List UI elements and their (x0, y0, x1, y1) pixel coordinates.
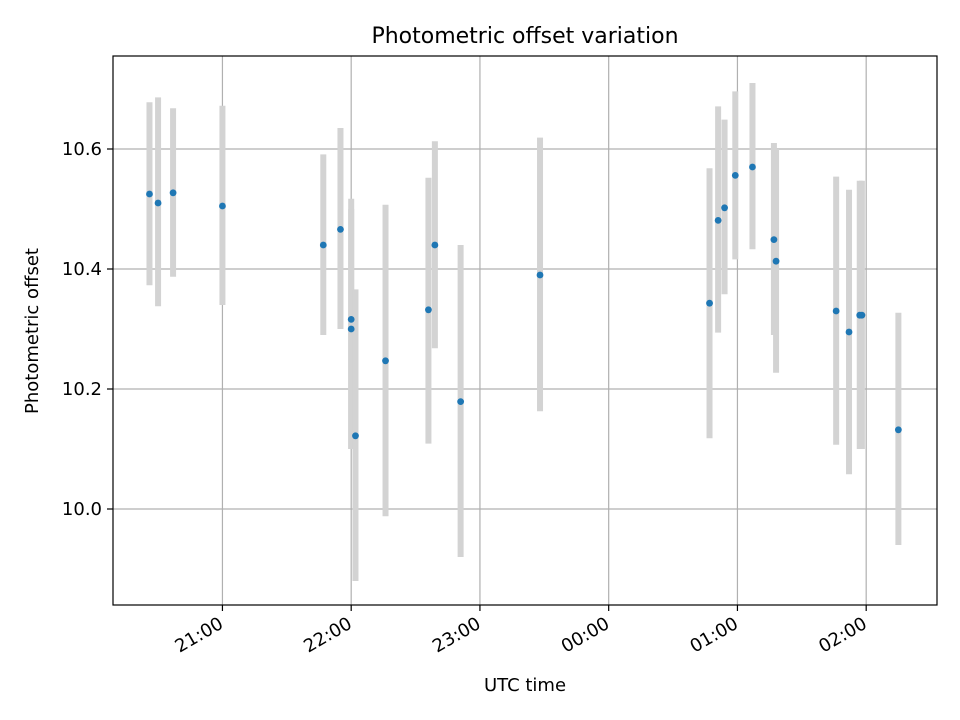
data-point (219, 202, 226, 210)
data-point (721, 204, 728, 212)
data-point (146, 190, 153, 198)
axis-ticks: 10.0 10.2 10.4 10.6 21:00 22:00 23:00 00:00 01:0… (62, 139, 871, 657)
y-tick-label: 10.2 (62, 379, 102, 400)
data-point (858, 311, 866, 319)
grid-lines (113, 56, 937, 605)
x-tick-label: 21:00 (172, 613, 227, 657)
x-tick-label: 22:00 (300, 613, 355, 657)
y-tick-label: 10.0 (62, 499, 102, 520)
x-tick-label: 01:00 (687, 613, 742, 657)
data-points (146, 163, 902, 440)
y-tick-label: 10.6 (62, 139, 102, 160)
x-tick-label: 00:00 (558, 613, 613, 657)
plot-frame (112, 55, 938, 606)
data-point (347, 316, 355, 323)
data-point (319, 241, 327, 249)
data-point (706, 299, 713, 307)
error-bars (146, 83, 902, 581)
data-point (770, 236, 778, 244)
x-tick-label: 23:00 (429, 613, 484, 657)
data-point (894, 426, 902, 434)
data-point (431, 241, 439, 249)
data-point (347, 325, 355, 333)
y-axis-label: Photometric offset (22, 248, 43, 414)
x-axis-label: UTC time (484, 675, 566, 696)
data-point (154, 199, 162, 207)
data-point (731, 172, 739, 179)
data-point (382, 357, 389, 365)
data-point (845, 328, 853, 336)
data-point (536, 271, 544, 279)
y-tick-label: 10.4 (62, 259, 102, 280)
data-point (749, 163, 756, 171)
data-point (425, 306, 432, 314)
data-point (772, 257, 780, 265)
data-point (352, 432, 359, 440)
data-point (832, 307, 840, 315)
data-point (714, 217, 722, 224)
data-point (337, 226, 344, 233)
x-tick-label: 02:00 (815, 613, 870, 657)
data-point (169, 189, 177, 197)
data-point (457, 398, 465, 405)
chart-title: Photometric offset variation (371, 24, 678, 49)
